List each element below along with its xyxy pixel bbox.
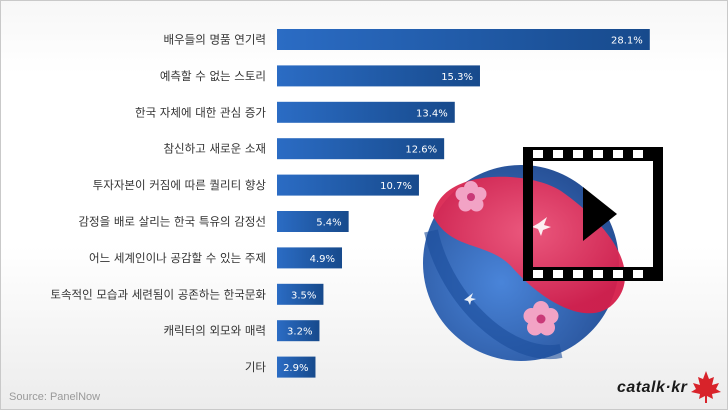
category-label: 예측할 수 없는 스토리 — [160, 69, 266, 83]
category-label: 기타 — [245, 360, 267, 374]
value-label: 3.2% — [287, 327, 312, 338]
category-label: 어느 세계인이나 공감할 수 있는 주제 — [89, 251, 266, 265]
category-label: 참신하고 새로운 소재 — [163, 142, 266, 156]
source-note: Source: PanelNow — [9, 391, 100, 403]
value-label: 4.9% — [310, 254, 335, 265]
category-label: 투자자본이 커짐에 따른 퀄리티 향상 — [93, 178, 267, 192]
category-label: 배우들의 명품 연기력 — [163, 33, 266, 47]
bar — [277, 29, 650, 50]
value-label: 3.5% — [291, 290, 316, 301]
value-label: 2.9% — [283, 363, 308, 374]
value-label: 10.7% — [380, 181, 412, 192]
brand-logo: catalk·kr — [617, 379, 687, 397]
value-label: 5.4% — [316, 218, 341, 229]
value-label: 12.6% — [405, 145, 437, 156]
category-label: 캐릭터의 외모와 매력 — [163, 324, 266, 338]
category-label: 한국 자체에 대한 관심 증가 — [135, 105, 266, 119]
value-label: 28.1% — [611, 36, 643, 47]
category-label: 토속적인 모습과 세련됨이 공존하는 한국문화 — [50, 287, 266, 301]
value-label: 15.3% — [441, 72, 473, 83]
value-label: 13.4% — [416, 108, 448, 119]
category-label: 감정을 배로 살리는 한국 특유의 감정선 — [78, 215, 266, 229]
